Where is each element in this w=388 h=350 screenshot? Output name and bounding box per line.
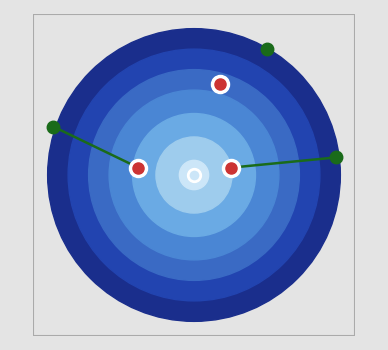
Circle shape xyxy=(133,113,255,237)
Circle shape xyxy=(179,160,209,190)
Circle shape xyxy=(156,137,232,213)
Circle shape xyxy=(68,49,320,301)
Circle shape xyxy=(88,70,300,280)
Circle shape xyxy=(109,90,279,260)
Circle shape xyxy=(48,29,340,321)
